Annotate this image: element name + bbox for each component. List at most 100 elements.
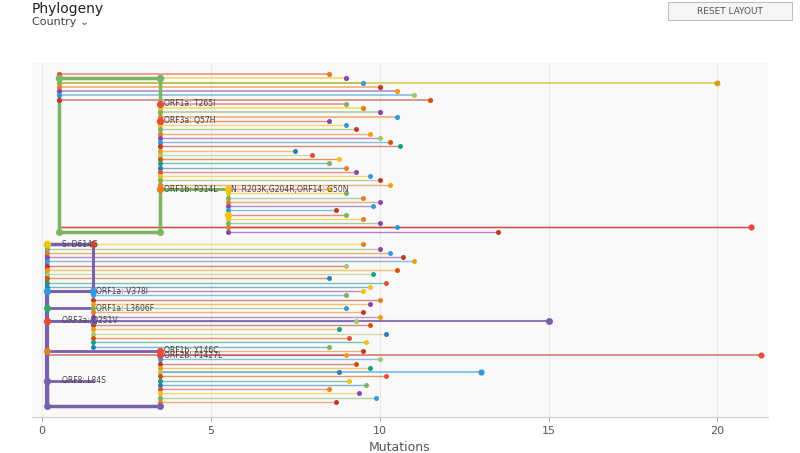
Point [222, 219, 234, 226]
Point [289, 147, 302, 154]
Point [86, 330, 99, 337]
Point [86, 296, 99, 304]
Point [322, 70, 335, 77]
Text: ORF3a: Q251V: ORF3a: Q251V [62, 317, 118, 325]
Point [53, 228, 66, 235]
Point [374, 83, 386, 91]
Point [394, 143, 406, 150]
Point [745, 224, 758, 231]
Point [363, 322, 376, 329]
Point [154, 381, 166, 389]
Point [357, 288, 370, 295]
Point [306, 151, 318, 159]
Point [357, 347, 370, 354]
Point [330, 207, 342, 214]
Point [383, 139, 396, 146]
Point [542, 318, 555, 325]
Point [41, 266, 54, 274]
Point [222, 228, 234, 235]
Point [154, 173, 166, 180]
Point [41, 254, 54, 261]
Point [41, 283, 54, 290]
Point [154, 352, 166, 359]
Point [154, 139, 166, 146]
Point [154, 105, 166, 112]
Point [222, 215, 234, 222]
Point [360, 381, 373, 389]
Point [390, 113, 403, 120]
Point [339, 292, 352, 299]
Text: S: D614G: S: D614G [62, 240, 98, 249]
Point [322, 386, 335, 393]
Point [154, 347, 166, 354]
Point [41, 241, 54, 248]
Point [474, 368, 487, 376]
Point [53, 92, 66, 99]
Point [154, 177, 166, 184]
Point [222, 202, 234, 210]
Point [366, 202, 379, 210]
Point [154, 151, 166, 159]
Text: Country ⌄: Country ⌄ [32, 17, 90, 27]
Point [41, 279, 54, 286]
Text: ORF8: L84S: ORF8: L84S [62, 376, 106, 385]
Point [343, 334, 356, 342]
Point [339, 211, 352, 218]
Point [86, 292, 99, 299]
Point [41, 241, 54, 248]
Point [86, 288, 99, 295]
Point [154, 185, 166, 193]
Point [53, 79, 66, 86]
Point [363, 300, 376, 308]
Point [154, 403, 166, 410]
Point [41, 318, 54, 325]
Point [339, 164, 352, 171]
Point [374, 296, 386, 304]
Point [357, 105, 370, 112]
Point [41, 262, 54, 269]
Point [322, 117, 335, 125]
Point [41, 258, 54, 265]
Point [154, 181, 166, 188]
Point [53, 87, 66, 95]
Point [333, 155, 346, 163]
Point [755, 352, 768, 359]
Point [390, 87, 403, 95]
Point [41, 377, 54, 384]
Point [222, 185, 234, 193]
Point [154, 130, 166, 137]
Point [86, 304, 99, 312]
Point [366, 270, 379, 278]
Point [424, 96, 437, 103]
Point [322, 343, 335, 350]
Point [86, 326, 99, 333]
Point [154, 398, 166, 405]
Point [363, 283, 376, 290]
Point [222, 194, 234, 201]
Point [374, 313, 386, 320]
Point [374, 219, 386, 226]
Point [339, 190, 352, 197]
Point [41, 270, 54, 278]
Point [222, 190, 234, 197]
Point [222, 198, 234, 205]
Point [154, 126, 166, 133]
Point [343, 377, 356, 384]
Point [53, 96, 66, 103]
Point [154, 143, 166, 150]
Point [350, 169, 362, 176]
Point [350, 126, 362, 133]
Point [86, 309, 99, 316]
Point [711, 79, 724, 86]
Point [222, 211, 234, 218]
Point [374, 177, 386, 184]
Point [41, 275, 54, 282]
Point [154, 117, 166, 125]
Point [53, 83, 66, 91]
Point [383, 181, 396, 188]
Point [330, 398, 342, 405]
Point [407, 92, 420, 99]
Point [154, 368, 166, 376]
Point [53, 75, 66, 82]
Point [154, 113, 166, 120]
